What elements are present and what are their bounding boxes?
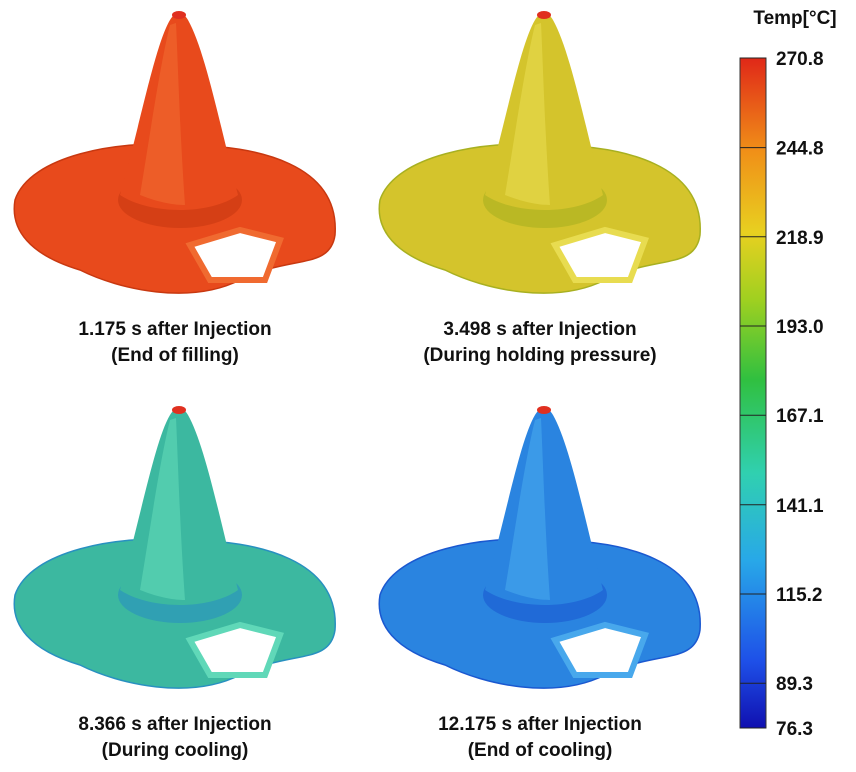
panel: 12.175 s after Injection (End of cooling) bbox=[379, 406, 700, 761]
colorbar-tick-label: 244.8 bbox=[776, 139, 824, 160]
caption-stage: (End of filling) bbox=[111, 345, 239, 366]
caption-time: 3.498 s after Injection bbox=[443, 319, 636, 340]
panel: 1.175 s after Injection (End of filling) bbox=[14, 11, 335, 366]
panel: 8.366 s after Injection (During cooling) bbox=[14, 406, 335, 761]
colorbar-tick-label: 270.8 bbox=[776, 49, 824, 70]
caption-time: 1.175 s after Injection bbox=[78, 319, 271, 340]
colorbar-tick-label: 141.1 bbox=[776, 496, 824, 517]
colorbar bbox=[740, 58, 766, 728]
figure: 1.175 s after Injection (End of filling) 3… bbox=[0, 0, 856, 767]
tip bbox=[537, 11, 551, 19]
colorbar-title: Temp[°C] bbox=[753, 8, 836, 29]
panel: 3.498 s after Injection (During holding p… bbox=[379, 11, 700, 366]
panels: 1.175 s after Injection (End of filling) 3… bbox=[14, 11, 700, 761]
caption-time: 12.175 s after Injection bbox=[438, 714, 642, 735]
colorbar-tick-label: 115.2 bbox=[776, 585, 823, 606]
colorbar-tick-label: 167.1 bbox=[776, 406, 824, 427]
colorbar-tick-label: 89.3 bbox=[776, 674, 813, 695]
tip bbox=[172, 406, 186, 414]
colorbar-tick-label: 218.9 bbox=[776, 228, 824, 249]
caption-time: 8.366 s after Injection bbox=[78, 714, 271, 735]
colorbar-tick-label: 76.3 bbox=[776, 719, 813, 740]
caption-stage: (During holding pressure) bbox=[423, 345, 656, 366]
tip bbox=[172, 11, 186, 19]
colorbar-tick-label: 193.0 bbox=[776, 317, 824, 338]
tip bbox=[537, 406, 551, 414]
caption-stage: (During cooling) bbox=[102, 740, 249, 761]
caption-stage: (End of cooling) bbox=[468, 740, 613, 761]
